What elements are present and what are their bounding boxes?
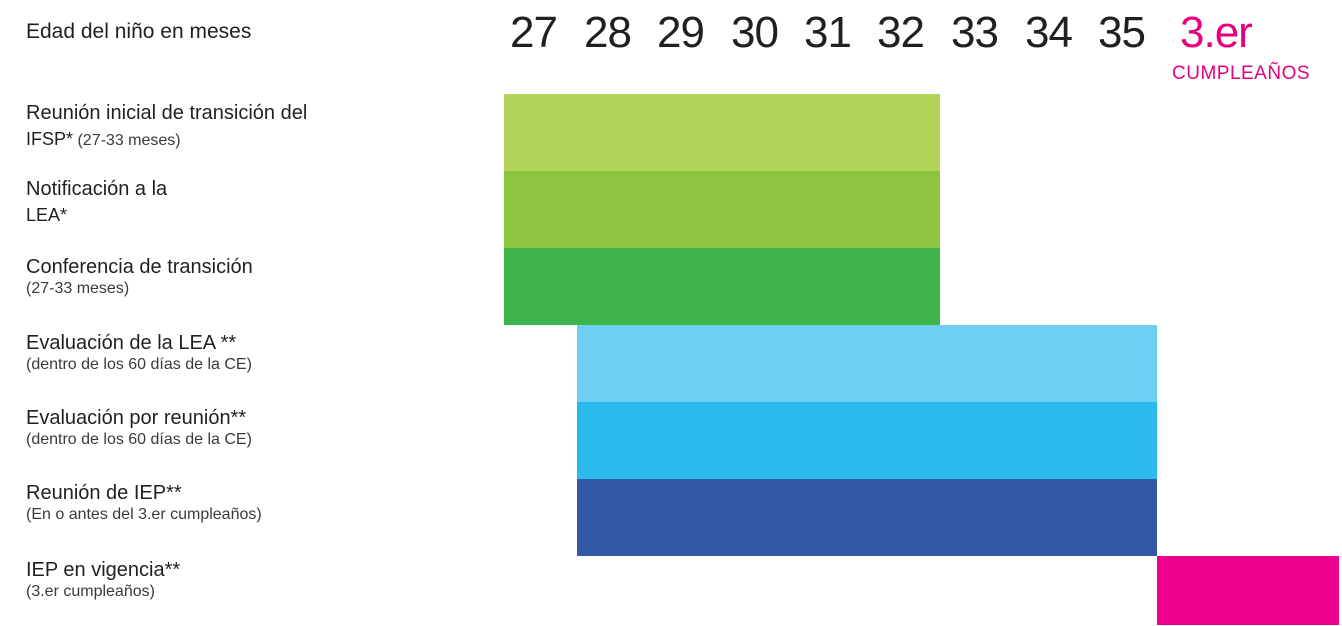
row-label-title: Reunión de IEP**: [26, 482, 182, 504]
timeline-bar: [504, 171, 940, 248]
x-tick-label: 3.er: [1180, 8, 1253, 57]
row-label-acronym: IFSP*: [26, 129, 74, 149]
row-label: Reunión de IEP** (En o antes del 3.er cum…: [26, 480, 466, 524]
x-tick-label: 31: [804, 8, 852, 57]
row-label-title: Notificación a la: [26, 178, 168, 200]
x-tick-label: 34: [1025, 8, 1073, 57]
row-label-title: IEP en vigencia**: [26, 559, 181, 581]
row-label: Evaluación por reunión** (dentro de los 6…: [26, 405, 466, 449]
row-label-note: (En o antes del 3.er cumpleaños): [26, 506, 262, 523]
timeline-bar: [576, 325, 1158, 402]
x-tick-label: 28: [584, 8, 632, 57]
row-label: Reunión inicial de transición del IFSP* (…: [26, 100, 466, 152]
row-label-note: (dentro de los 60 días de la CE): [26, 431, 252, 448]
timeline-bar: [576, 479, 1158, 556]
row-label-note: (dentro de los 60 días de la CE): [26, 356, 252, 373]
row-label-title: Reunión inicial de transición del: [26, 102, 308, 124]
x-tick-label: 27: [510, 8, 558, 57]
row-label: Evaluación de la LEA ** (dentro de los 60…: [26, 330, 466, 374]
timeline-bar: [576, 402, 1158, 479]
x-tick-label: 33: [951, 8, 999, 57]
row-label-note: (3.er cumpleaños): [26, 583, 155, 600]
row-label-note: (27-33 meses): [77, 132, 181, 149]
row-label-title: Evaluación por reunión**: [26, 407, 247, 429]
timeline-bar: [504, 248, 940, 325]
row-label-note: (27-33 meses): [26, 280, 130, 297]
row-label: Conferencia de transición (27-33 meses): [26, 254, 466, 298]
row-label: Notificación a la LEA*: [26, 176, 466, 228]
timeline-bar: [504, 94, 940, 171]
x-axis-title: Edad del niño en meses: [26, 20, 252, 43]
timeline-bar: [1157, 556, 1339, 625]
row-label-title: Conferencia de transición: [26, 256, 253, 278]
x-tick-label: 29: [657, 8, 705, 57]
x-tick-sublabel: CUMPLEAÑOS: [1172, 63, 1311, 84]
row-label-title: Evaluación de la LEA **: [26, 332, 237, 354]
x-tick-label: 35: [1098, 8, 1146, 57]
row-label: IEP en vigencia** (3.er cumpleaños): [26, 557, 466, 601]
x-tick-label: 32: [877, 8, 925, 57]
x-tick-label: 30: [731, 8, 779, 57]
row-label-acronym: LEA*: [26, 205, 68, 225]
